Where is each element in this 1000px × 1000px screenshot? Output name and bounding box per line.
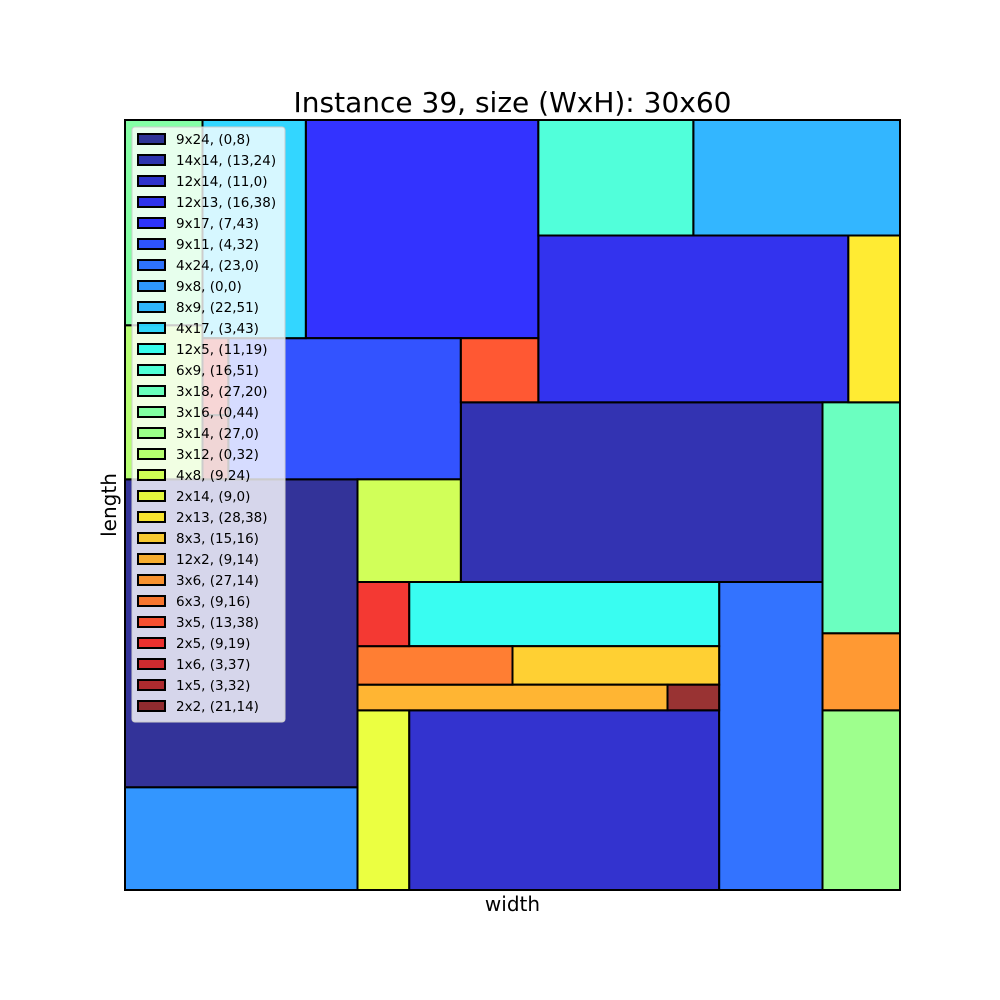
- packed-rectangle: [511, 645, 721, 686]
- packed-rectangle: [408, 581, 721, 648]
- legend-swatch: [137, 175, 166, 187]
- packed-rectangle: [666, 683, 721, 712]
- legend-entry-label: 2x14, (9,0): [176, 489, 250, 505]
- legend-swatch: [137, 574, 166, 586]
- legend-swatch: [137, 511, 166, 523]
- packed-rectangle: [847, 234, 901, 404]
- legend-entry-label: 2x5, (9,19): [176, 636, 250, 652]
- axes-frame: [124, 119, 901, 891]
- legend-swatch: [137, 385, 166, 397]
- legend-swatch: [137, 133, 166, 145]
- legend-swatch: [137, 427, 166, 439]
- legend-entry-label: 3x12, (0,32): [176, 447, 259, 463]
- legend-entry-label: 3x5, (13,38): [176, 615, 259, 631]
- legend-swatch: [137, 322, 166, 334]
- legend-entry-label: 9x17, (7,43): [176, 216, 259, 232]
- legend-entry-label: 12x2, (9,14): [176, 552, 259, 568]
- legend-entry-label: 14x14, (13,24): [176, 153, 276, 169]
- packed-rectangle: [537, 119, 695, 237]
- legend-entry-label: 3x16, (0,44): [176, 405, 259, 421]
- legend-swatch: [137, 259, 166, 271]
- legend-entry-label: 2x2, (21,14): [176, 699, 259, 715]
- packed-rectangle: [459, 401, 824, 584]
- legend-swatch: [137, 700, 166, 712]
- packed-rectangle: [459, 337, 540, 404]
- packed-rectangle: [821, 632, 901, 712]
- legend: 9x24, (0,8) 14x14, (13,24) 12x14, (11,0) 12…: [131, 126, 286, 723]
- legend-entry-label: 9x24, (0,8): [176, 132, 250, 148]
- legend-swatch: [137, 637, 166, 649]
- legend-entry-label: 2x13, (28,38): [176, 510, 268, 526]
- plot-area: [124, 119, 901, 891]
- packed-rectangle: [718, 581, 824, 891]
- packed-rectangle: [537, 234, 850, 404]
- legend-swatch: [137, 469, 166, 481]
- legend-swatch: [137, 658, 166, 670]
- legend-box: [131, 126, 286, 723]
- legend-entry-label: 6x3, (9,16): [176, 594, 250, 610]
- legend-swatch: [137, 406, 166, 418]
- legend-entry-label: 8x3, (15,16): [176, 531, 259, 547]
- packed-rectangle: [356, 709, 411, 891]
- packed-rectangle: [692, 119, 901, 237]
- legend-swatch: [137, 616, 166, 628]
- packed-rectangle: [408, 709, 721, 891]
- legend-swatch: [137, 154, 166, 166]
- legend-entry-label: 12x13, (16,38): [176, 195, 276, 211]
- chart-title: Instance 39, size (WxH): 30x60: [294, 86, 732, 119]
- x-axis-label: width: [485, 892, 540, 916]
- legend-swatch: [137, 679, 166, 691]
- legend-swatch: [137, 217, 166, 229]
- legend-entry-label: 4x24, (23,0): [176, 258, 259, 274]
- packed-rectangle: [356, 581, 411, 648]
- legend-swatch: [137, 448, 166, 460]
- y-axis-label: length: [97, 473, 121, 537]
- legend-swatch: [137, 280, 166, 292]
- legend-swatch: [137, 595, 166, 607]
- legend-swatch: [137, 532, 166, 544]
- packed-rectangle: [304, 119, 540, 340]
- legend-entry-label: 12x5, (11,19): [176, 342, 268, 358]
- legend-entry-label: 9x11, (4,32): [176, 237, 259, 253]
- legend-entry-label: 3x18, (27,20): [176, 384, 268, 400]
- packed-rectangle: [821, 709, 901, 891]
- legend-swatch: [137, 553, 166, 565]
- legend-entry-label: 6x9, (16,51): [176, 363, 259, 379]
- legend-entry-label: 1x6, (3,37): [176, 657, 250, 673]
- legend-swatch: [137, 301, 166, 313]
- legend-swatch: [137, 196, 166, 208]
- packed-rectangle: [821, 401, 901, 635]
- legend-swatch: [137, 364, 166, 376]
- legend-entry-label: 1x5, (3,32): [176, 678, 250, 694]
- legend-swatch: [137, 238, 166, 250]
- legend-swatch: [137, 490, 166, 502]
- legend-entry-label: 4x8, (9,24): [176, 468, 250, 484]
- legend-entry-label: 3x14, (27,0): [176, 426, 259, 442]
- packed-rectangle: [356, 478, 462, 584]
- legend-entry-label: 4x17, (3,43): [176, 321, 259, 337]
- legend-swatch: [137, 343, 166, 355]
- legend-entry-label: 9x8, (0,0): [176, 279, 242, 295]
- packed-rectangle: [124, 786, 359, 891]
- packed-rectangle: [356, 683, 669, 712]
- packed-rectangle: [356, 645, 514, 686]
- legend-entry-label: 12x14, (11,0): [176, 174, 268, 190]
- legend-entry-label: 8x9, (22,51): [176, 300, 259, 316]
- legend-entry-label: 3x6, (27,14): [176, 573, 259, 589]
